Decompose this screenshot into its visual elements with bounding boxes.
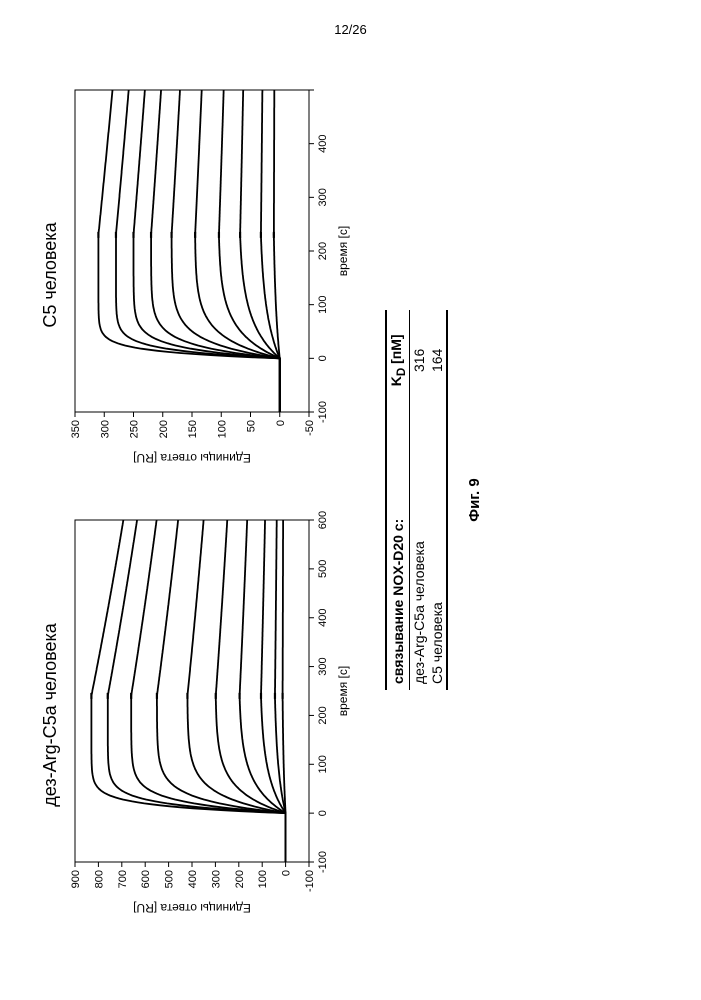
- page-number: 12/26: [334, 22, 367, 37]
- svg-text:100: 100: [317, 755, 329, 773]
- svg-text:900: 900: [70, 870, 82, 888]
- svg-text:400: 400: [187, 870, 199, 888]
- table-header-right: KD [пМ]: [386, 310, 409, 411]
- svg-text:-50: -50: [304, 420, 316, 436]
- svg-text:500: 500: [164, 870, 176, 888]
- svg-text:0: 0: [275, 420, 287, 426]
- table-row: 164: [428, 310, 447, 411]
- kd-sub: D: [395, 368, 408, 376]
- svg-text:0: 0: [281, 870, 293, 876]
- chart1-title: дез-Arg-C5a человека: [40, 623, 61, 807]
- svg-text:300: 300: [99, 420, 111, 438]
- svg-text:100: 100: [317, 295, 329, 313]
- svg-text:200: 200: [317, 242, 329, 260]
- svg-text:время [c]: время [c]: [336, 226, 350, 276]
- svg-text:100: 100: [257, 870, 269, 888]
- svg-text:150: 150: [187, 420, 199, 438]
- svg-text:время [c]: время [c]: [336, 666, 350, 716]
- svg-text:50: 50: [246, 420, 258, 432]
- kd-symbol: K: [388, 376, 404, 386]
- svg-text:400: 400: [317, 609, 329, 627]
- svg-text:-100: -100: [304, 870, 316, 892]
- chart-c5: C5 человека -100 0 100 200 300 400 -50 0 50 100 15…: [40, 80, 355, 470]
- svg-text:500: 500: [317, 560, 329, 578]
- kd-table: связывание NOX-D20 с: KD [пМ] дез-Arg-C5…: [385, 310, 448, 690]
- svg-text:Единицы ответа [RU]: Единицы ответа [RU]: [133, 451, 251, 465]
- table-row: C5 человека: [428, 411, 447, 690]
- svg-text:600: 600: [317, 511, 329, 529]
- svg-text:0: 0: [317, 810, 329, 816]
- svg-text:250: 250: [129, 420, 141, 438]
- svg-text:350: 350: [70, 420, 82, 438]
- svg-text:300: 300: [317, 188, 329, 206]
- svg-text:800: 800: [93, 870, 105, 888]
- svg-text:300: 300: [317, 657, 329, 675]
- svg-text:100: 100: [216, 420, 228, 438]
- svg-text:200: 200: [317, 706, 329, 724]
- svg-text:400: 400: [317, 134, 329, 152]
- kd-unit: [пМ]: [388, 334, 404, 367]
- svg-text:Единицы ответа [RU]: Единицы ответа [RU]: [133, 901, 251, 915]
- svg-text:0: 0: [317, 355, 329, 361]
- svg-text:700: 700: [117, 870, 129, 888]
- svg-text:600: 600: [140, 870, 152, 888]
- svg-text:300: 300: [210, 870, 222, 888]
- chart-des-arg-c5a: дез-Arg-C5a человека -100 0 100 200 300 400 50…: [40, 510, 355, 920]
- svg-text:200: 200: [158, 420, 170, 438]
- table-row: дез-Arg-C5a человека: [409, 411, 428, 690]
- chart1-svg: -100 0 100 200 300 400 500 600 -100 0 100 200 300 400…: [65, 510, 355, 920]
- table-header-left: связывание NOX-D20 с:: [386, 411, 409, 690]
- figure-9: дез-Arg-C5a человека -100 0 100 200 300 400 50…: [40, 50, 660, 950]
- figure-caption: Фиг. 9: [466, 50, 483, 950]
- svg-text:-100: -100: [317, 851, 329, 873]
- chart2-title: C5 человека: [40, 222, 61, 327]
- table-row: 316: [409, 310, 428, 411]
- svg-text:-100: -100: [317, 401, 329, 423]
- chart2-svg: -100 0 100 200 300 400 -50 0 50 100 150 200 250 300 35…: [65, 80, 355, 470]
- svg-text:200: 200: [234, 870, 246, 888]
